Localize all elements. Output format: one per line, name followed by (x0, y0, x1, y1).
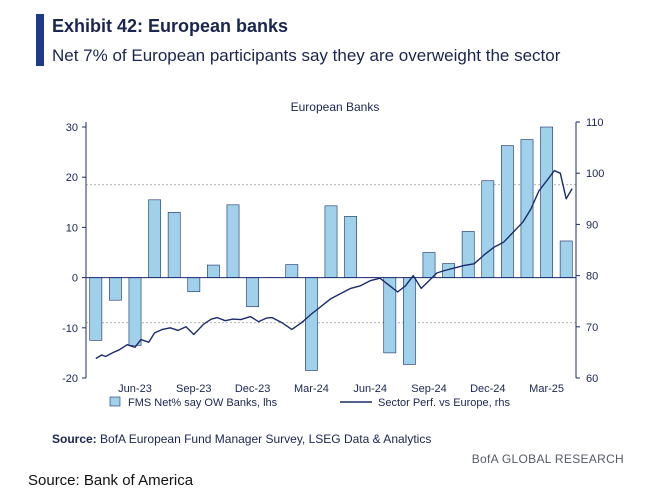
left-tick-label-10: 10 (66, 222, 78, 234)
bar-Oct-23 (207, 264, 220, 278)
bar-Aug-23 (167, 212, 181, 278)
bar-Apr-23 (89, 277, 103, 341)
left-tick-label--10: -10 (62, 323, 78, 335)
left-tick-label-20: 20 (66, 172, 78, 184)
x-tick-label-Jun-24: Jun-24 (353, 383, 387, 395)
bar-Dec-23 (246, 277, 259, 308)
chart-title: European Banks (291, 100, 380, 114)
legend-bar-label: FMS Net% say OW Banks, lhs (128, 397, 278, 409)
left-tick-label-0: 0 (72, 273, 78, 285)
legend-line-label: Sector Perf. vs Europe, rhs (378, 397, 511, 409)
bar-Nov-24 (461, 231, 475, 278)
sector-perf-line (95, 169, 573, 360)
right-tick-label-110: 110 (586, 117, 604, 129)
title-accent-bar (36, 14, 44, 66)
bar-Apr-25 (559, 240, 573, 278)
bar-Sep-23 (187, 277, 201, 292)
bottom-source: Source: Bank of America (28, 472, 194, 489)
bar-Jan-25 (501, 145, 514, 278)
bar-Apr-24 (324, 205, 338, 278)
x-tick-label-Dec-24: Dec-24 (470, 383, 505, 395)
source-label: Source: (52, 432, 97, 446)
bofa-brand: BofA GLOBAL RESEARCH (471, 452, 624, 466)
right-tick-label-60: 60 (586, 373, 598, 385)
x-tick-label-Mar-25: Mar-25 (529, 383, 564, 395)
bar-Mar-24 (305, 277, 318, 371)
bar-Jun-23 (128, 277, 142, 346)
bar-May-24 (344, 216, 357, 278)
source-text: BofA European Fund Manager Survey, LSEG … (100, 432, 432, 446)
x-tick-label-Sep-24: Sep-24 (411, 383, 446, 395)
left-tick-label-30: 30 (66, 122, 78, 134)
european-banks-chart: European Banks 3020100-10-20110100908070… (62, 100, 604, 409)
bar-Aug-24 (403, 277, 416, 365)
right-tick-label-70: 70 (586, 322, 598, 334)
source-line: Source: BofA European Fund Manager Surve… (52, 432, 431, 446)
x-tick-label-Jun-23: Jun-23 (118, 383, 152, 395)
bar-Nov-23 (226, 204, 240, 278)
legend-bar-swatch (109, 396, 121, 407)
bar-Mar-25 (540, 126, 553, 278)
bar-May-23 (109, 277, 122, 301)
x-tick-label-Dec-23: Dec-23 (235, 383, 270, 395)
bar-Dec-24 (481, 180, 495, 278)
exhibit-subtitle: Net 7% of European participants say they… (52, 46, 561, 65)
x-tick-label-Mar-24: Mar-24 (294, 383, 329, 395)
right-tick-label-80: 80 (586, 271, 598, 283)
bar-Jul-23 (148, 199, 161, 278)
right-tick-label-90: 90 (586, 219, 598, 231)
x-tick-label-Sep-23: Sep-23 (176, 383, 211, 395)
bar-Sep-24 (422, 252, 436, 278)
right-tick-label-100: 100 (586, 168, 604, 180)
exhibit-title: Exhibit 42: European banks (52, 16, 289, 36)
left-tick-label--20: -20 (62, 373, 78, 385)
bar-Feb-24 (285, 264, 299, 278)
